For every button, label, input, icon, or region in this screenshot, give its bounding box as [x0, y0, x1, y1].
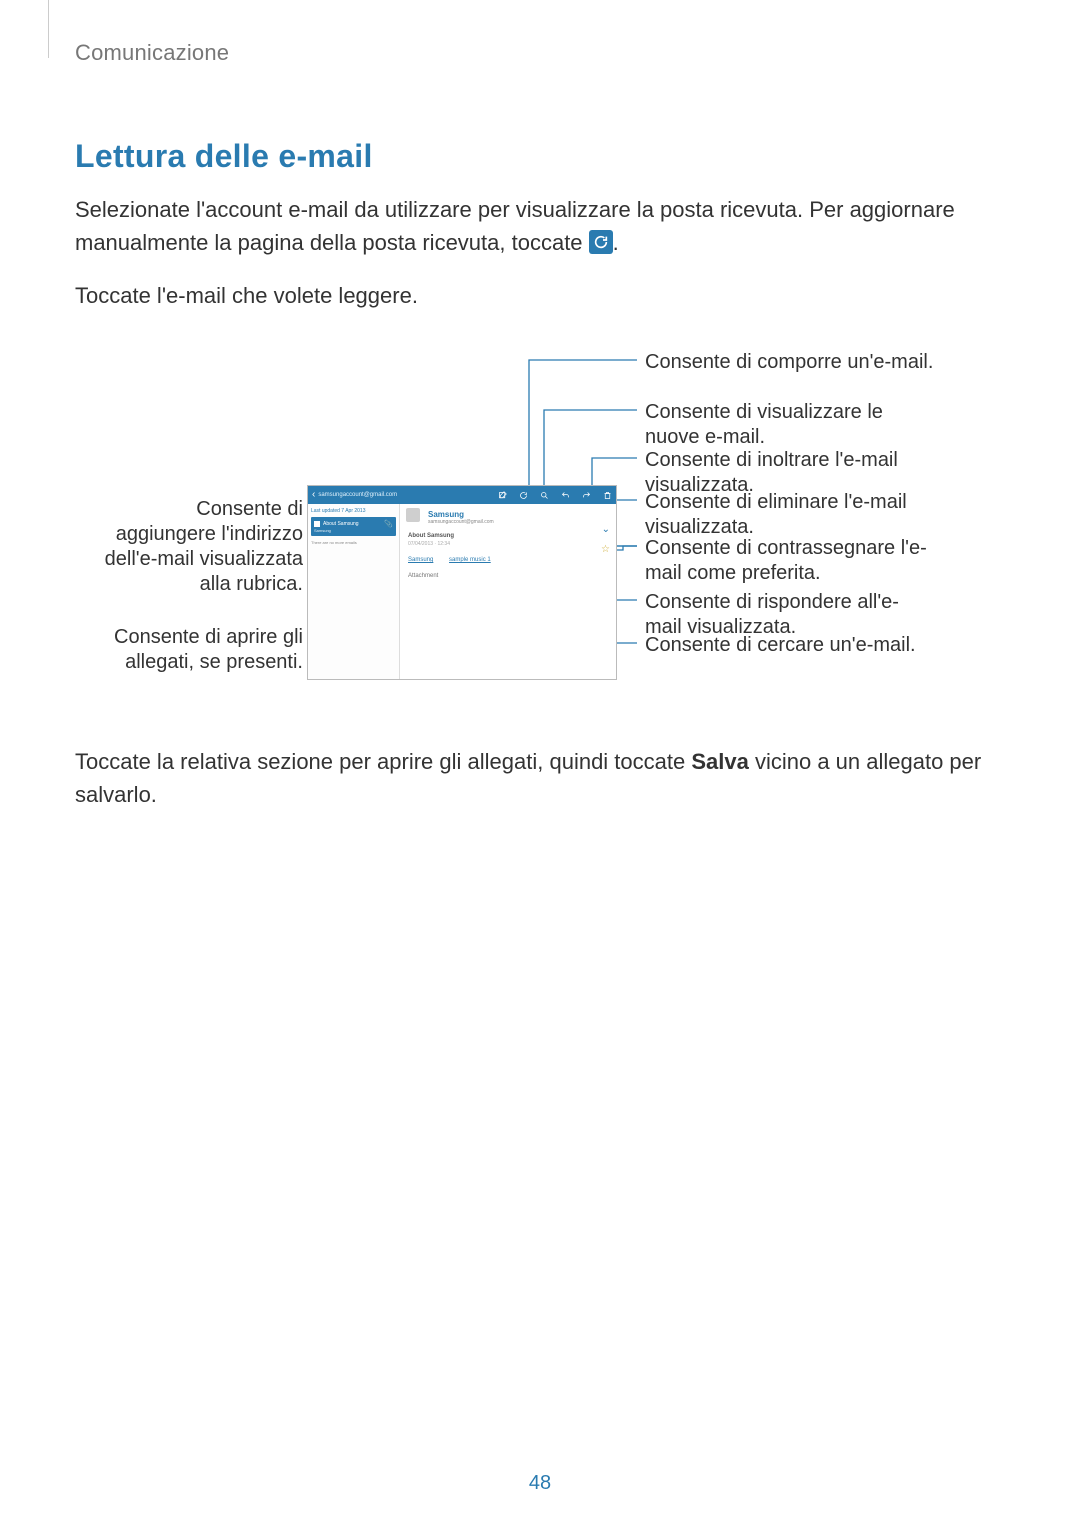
- callout-right-5: Consente di contrassegnare l'e-mail come…: [645, 536, 935, 586]
- search-icon: [540, 491, 549, 500]
- callout-left-2: Consente di aprire gli allegati, se pres…: [93, 625, 303, 675]
- paragraph-3: Toccate la relativa sezione per aprire g…: [75, 745, 1005, 811]
- reply-icon: [561, 491, 570, 500]
- delete-icon: [603, 491, 612, 500]
- left-margin-rule: [48, 0, 49, 58]
- list-item-sub: Samsung: [314, 528, 393, 533]
- breadcrumb: Comunicazione: [75, 40, 1005, 66]
- content-attachment: Attachment: [408, 573, 608, 579]
- refresh-small-icon: [519, 491, 528, 500]
- forward-icon: [582, 491, 591, 500]
- paragraph-3-bold: Salva: [691, 749, 749, 774]
- screenshot-body: Last updated 7 Apr 2013 About Samsung 📎 …: [308, 504, 616, 679]
- screenshot-content: Samsung samsungaccount@gmail.com About S…: [400, 504, 616, 679]
- paragraph-1-after: .: [613, 230, 619, 255]
- content-subject: About Samsung: [408, 533, 608, 539]
- screenshot-header-left: ‹ samsungaccount@gmail.com: [312, 490, 397, 500]
- content-from: samsungaccount@gmail.com: [428, 519, 608, 525]
- section-title: Lettura delle e-mail: [75, 138, 1005, 175]
- content-date: 07/04/2013 · 12:34: [408, 541, 608, 547]
- link-1: Samsung: [408, 557, 433, 563]
- compose-icon: [498, 491, 507, 500]
- header-account: samsungaccount@gmail.com: [318, 492, 397, 498]
- callout-right-1: Consente di comporre un'e-mail.: [645, 350, 935, 375]
- page: Comunicazione Lettura delle e-mail Selez…: [0, 0, 1080, 1527]
- list-empty: There are no more emails: [311, 540, 396, 545]
- list-item: About Samsung 📎 Samsung: [311, 517, 396, 536]
- avatar: [406, 508, 420, 522]
- callout-right-2: Consente di visualizzare le nuove e-mail…: [645, 400, 935, 450]
- screenshot-header-right: [498, 491, 612, 500]
- diagram: ‹ samsungaccount@gmail.com Last updated …: [75, 350, 1005, 705]
- chevron-down-icon: ⌄: [602, 524, 610, 535]
- callout-right-4: Consente di eliminare l'e-mail visualizz…: [645, 490, 935, 540]
- screenshot-list: Last updated 7 Apr 2013 About Samsung 📎 …: [308, 504, 400, 679]
- email-screenshot: ‹ samsungaccount@gmail.com Last updated …: [307, 485, 617, 680]
- paragraph-1: Selezionate l'account e-mail da utilizza…: [75, 193, 1005, 259]
- list-item-title: About Samsung: [323, 521, 359, 527]
- screenshot-header: ‹ samsungaccount@gmail.com: [308, 486, 616, 504]
- page-number: 48: [0, 1472, 1080, 1495]
- paragraph-1-text: Selezionate l'account e-mail da utilizza…: [75, 197, 955, 255]
- content-sender: Samsung: [428, 510, 608, 519]
- content-links: Samsung sample music 1: [408, 557, 608, 563]
- callout-left-1: Consente di aggiungere l'indirizzo dell'…: [93, 497, 303, 597]
- link-2: sample music 1: [449, 557, 491, 563]
- refresh-icon: [589, 230, 613, 254]
- callout-right-7: Consente di cercare un'e-mail.: [645, 633, 935, 658]
- list-updated: Last updated 7 Apr 2013: [311, 508, 396, 514]
- back-icon: ‹: [312, 490, 315, 500]
- star-icon: ☆: [601, 544, 610, 555]
- paragraph-2: Toccate l'e-mail che volete leggere.: [75, 279, 1005, 312]
- paragraph-3-before: Toccate la relativa sezione per aprire g…: [75, 749, 691, 774]
